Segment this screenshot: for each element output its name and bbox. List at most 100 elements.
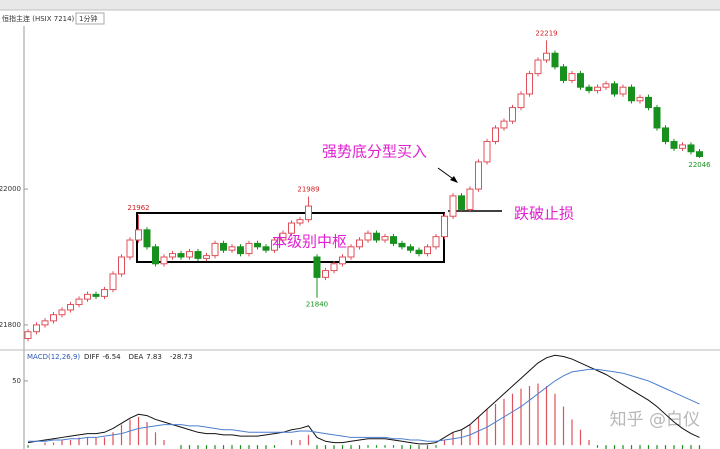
macd-title: MACD(12,26,9)	[27, 353, 80, 361]
candle-body	[458, 195, 465, 210]
annotation: 强势底分型买入	[322, 143, 427, 161]
high-label: 22219	[535, 29, 557, 37]
candle-body	[594, 86, 601, 92]
candle-body	[135, 229, 142, 241]
candle-body	[279, 232, 287, 241]
candle-body	[534, 59, 542, 75]
toolbar	[0, 0, 720, 10]
candle-body	[424, 246, 431, 255]
candle-body	[41, 320, 49, 326]
candle-body	[551, 52, 559, 68]
low-label: 21840	[306, 301, 328, 309]
candle-body	[517, 93, 525, 109]
candle-body	[653, 107, 661, 129]
candle-body	[509, 107, 516, 122]
watermark: 知乎 @白仪	[610, 410, 700, 430]
candle-body	[364, 232, 372, 241]
symbol: 恒指主连 (HSIX 7214)	[2, 14, 75, 23]
candle-body	[228, 246, 236, 251]
candle-body	[628, 86, 635, 102]
candle-body	[211, 242, 219, 257]
candle-body	[169, 253, 176, 258]
candle-body	[245, 242, 253, 255]
candle-body	[432, 236, 440, 248]
candle-body	[585, 86, 593, 92]
candle-body	[203, 255, 210, 259]
period[interactable]: 1分钟	[79, 14, 97, 23]
candle-body	[126, 239, 134, 258]
candle-body	[398, 242, 406, 248]
candle-body	[237, 246, 244, 255]
candle-body	[449, 195, 457, 217]
candle-body	[645, 96, 652, 109]
candle-body	[568, 73, 576, 81]
candle-body	[322, 270, 329, 278]
annotation: 跌破止损	[514, 205, 574, 223]
candle-body	[288, 222, 295, 234]
candle-body	[602, 83, 610, 88]
candle-body	[339, 256, 346, 265]
candle-body	[483, 141, 491, 163]
legend-value: -6.54	[103, 353, 122, 361]
candle-body	[313, 256, 321, 278]
legend-value: 7.83	[146, 353, 162, 361]
candle-body	[577, 73, 584, 88]
y-tick-label: 50	[12, 377, 21, 385]
candle-body	[262, 246, 270, 251]
candle-body	[611, 83, 618, 95]
candle-body	[619, 86, 627, 95]
period-select[interactable]	[75, 12, 105, 25]
candle-body	[381, 236, 389, 241]
candle-body	[254, 242, 261, 248]
legend-name: DIFF	[84, 353, 100, 361]
candle-body	[194, 251, 202, 259]
candle-body	[271, 239, 278, 251]
candle-body	[186, 251, 193, 258]
candle-body	[177, 253, 185, 258]
candle-body	[390, 236, 397, 244]
y-tick-label: 21800	[0, 321, 21, 329]
candle-body	[24, 331, 32, 339]
candle-body	[84, 293, 91, 300]
buy-arrow-head	[450, 176, 458, 183]
macd-line	[28, 368, 700, 442]
candle-body	[118, 256, 125, 275]
candle-body	[296, 219, 304, 224]
macd-line	[27, 354, 700, 445]
candle-body	[696, 151, 703, 157]
candle-body	[160, 256, 168, 265]
candle-body	[687, 144, 695, 153]
candle-body	[33, 324, 40, 333]
legend-name: DEA	[129, 353, 144, 361]
candle-body	[101, 289, 108, 297]
low-label: 22046	[688, 161, 711, 169]
candle-body	[670, 141, 678, 149]
candle-body	[526, 73, 533, 95]
candle-body	[152, 246, 159, 265]
candle-body	[441, 215, 448, 238]
candle-body	[662, 127, 669, 143]
candle-body	[143, 229, 151, 248]
candle-body	[58, 309, 66, 316]
candle-body	[75, 298, 83, 306]
candle-body	[92, 293, 100, 297]
candle-body	[415, 249, 423, 255]
candle-body	[543, 52, 550, 61]
macd-value: -28.73	[170, 353, 193, 361]
candle-body	[347, 246, 355, 258]
candle-body	[67, 304, 74, 311]
candle-body	[492, 127, 499, 143]
high-label: 21989	[297, 186, 319, 194]
candle-body	[50, 314, 57, 322]
annotation: 本级别中枢	[272, 233, 347, 251]
candle-body	[679, 144, 686, 149]
candle-body	[636, 96, 644, 102]
candle-body	[356, 239, 363, 248]
y-tick-label: 22000	[0, 185, 21, 193]
macd-plot	[27, 354, 701, 449]
candle-body	[500, 120, 508, 129]
candle-body	[373, 232, 380, 241]
candle-body	[466, 188, 474, 210]
candle-body	[330, 263, 338, 272]
